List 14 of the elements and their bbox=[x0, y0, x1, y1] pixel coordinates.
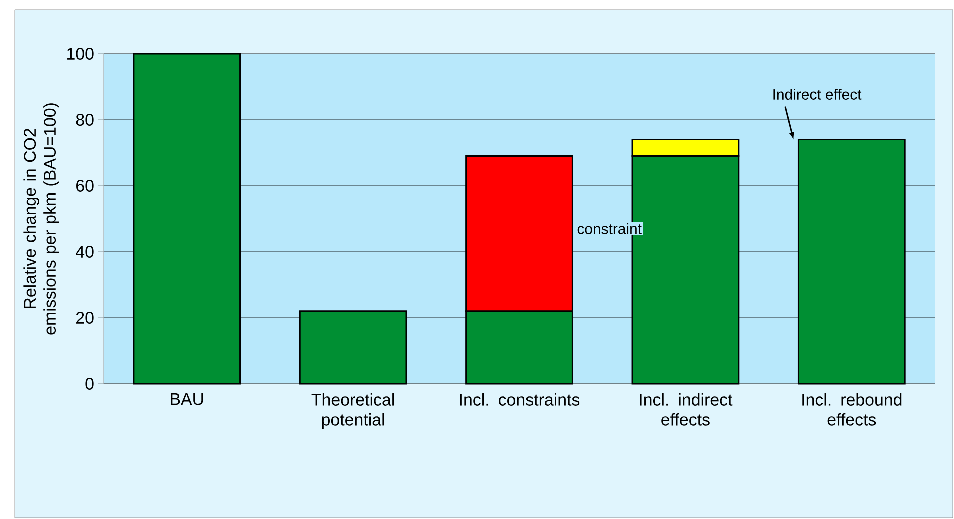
y-tick-label: 80 bbox=[76, 114, 94, 126]
x-tick-label: BAU bbox=[171, 394, 204, 406]
y-tick-label: 100 bbox=[68, 48, 94, 60]
annotation: Indirect effect bbox=[774, 88, 862, 100]
y-tick-label: 0 bbox=[86, 378, 94, 390]
x-tick-label: Theoretical potential bbox=[312, 394, 394, 430]
y-tick-label: 60 bbox=[76, 180, 94, 192]
y-tick-label: 40 bbox=[76, 246, 94, 258]
y-tick-label: 20 bbox=[76, 312, 94, 324]
x-tick-label: Incl. rebound effects bbox=[802, 394, 902, 426]
annotation: constraint bbox=[578, 223, 642, 234]
x-tick-label: Incl. constraints bbox=[460, 394, 580, 406]
y-axis-title: Relative change in CO2 emissions per pkm (BAU=100) bbox=[24, 104, 60, 335]
x-tick-label: Incl. indirect effects bbox=[640, 394, 733, 426]
